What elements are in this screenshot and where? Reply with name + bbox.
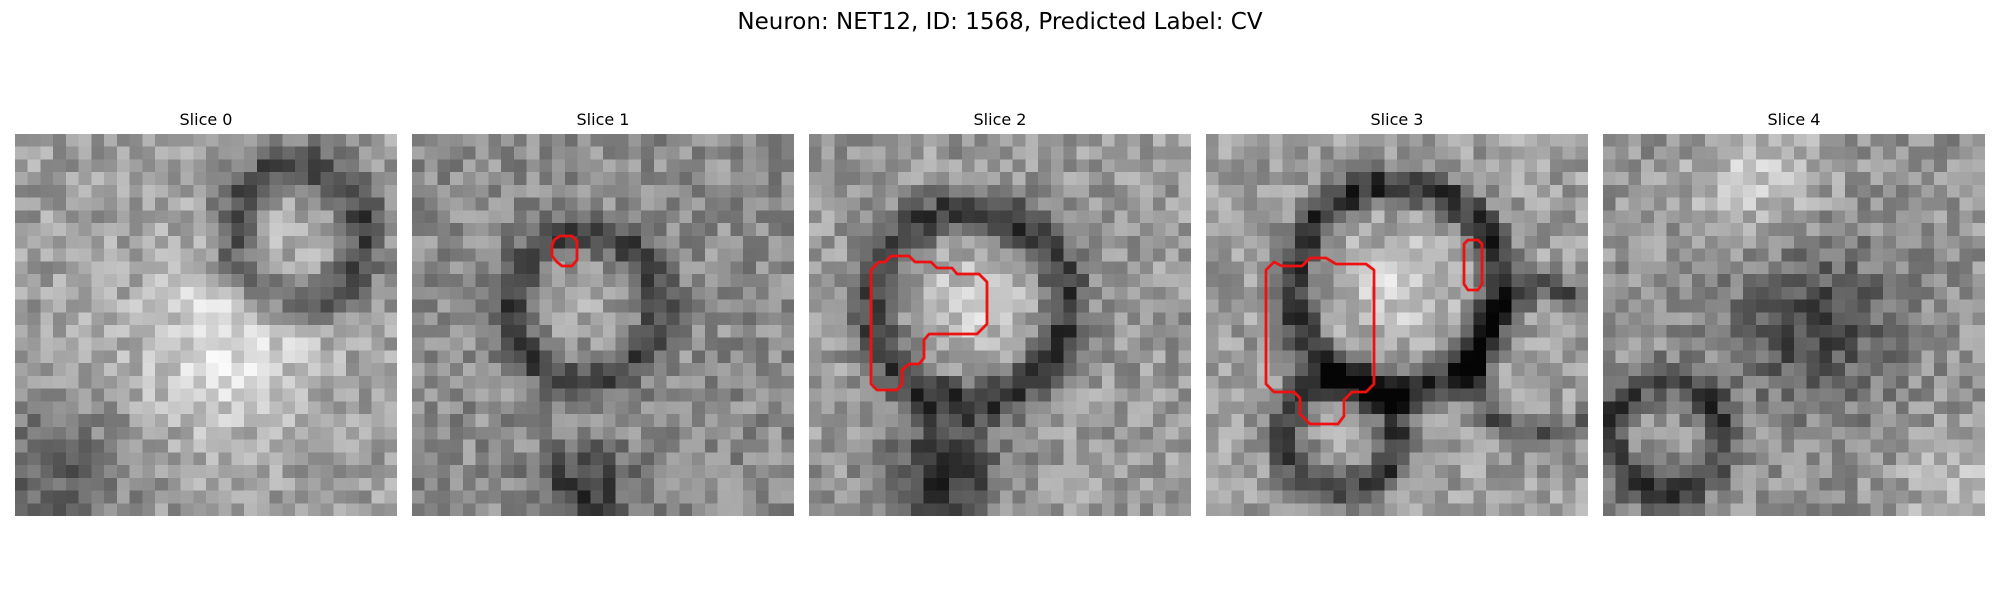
slice-1-contour-overlay <box>550 234 579 268</box>
slice-3-pixels <box>1206 134 1588 516</box>
slice-3-contour-main <box>1264 256 1376 426</box>
slice-4-pixels <box>1603 134 1985 516</box>
slice-1-pixels <box>412 134 794 516</box>
slice-panel-3: Slice 3 <box>1206 108 1588 516</box>
slice-2-contour <box>869 254 989 392</box>
slice-3-title: Slice 3 <box>1370 110 1424 129</box>
figure-title: Neuron: NET12, ID: 1568, Predicted Label… <box>737 9 1263 35</box>
slice-1-title: Slice 1 <box>576 110 630 129</box>
slice-2-pixels <box>809 134 1191 516</box>
slice-0-title: Slice 0 <box>179 110 233 129</box>
slice-3-contour-small <box>1462 238 1484 292</box>
slice-0-image <box>15 134 397 516</box>
slice-panel-0: Slice 0 <box>15 108 397 516</box>
slice-panel-4: Slice 4 <box>1603 108 1985 516</box>
slice-4-title: Slice 4 <box>1767 110 1821 129</box>
slice-0-pixels <box>15 134 397 516</box>
slice-3-image <box>1206 134 1588 516</box>
slice-2-title: Slice 2 <box>973 110 1027 129</box>
slice-panel-2: Slice 2 <box>809 108 1191 516</box>
slice-2-contour-overlay <box>869 254 989 392</box>
slice-4-image <box>1603 134 1985 516</box>
slice-1-contour <box>550 234 579 268</box>
slice-panel-1: Slice 1 <box>412 108 794 516</box>
slice-3-contour-overlay <box>1264 238 1484 426</box>
slice-1-image <box>412 134 794 516</box>
slice-2-image <box>809 134 1191 516</box>
